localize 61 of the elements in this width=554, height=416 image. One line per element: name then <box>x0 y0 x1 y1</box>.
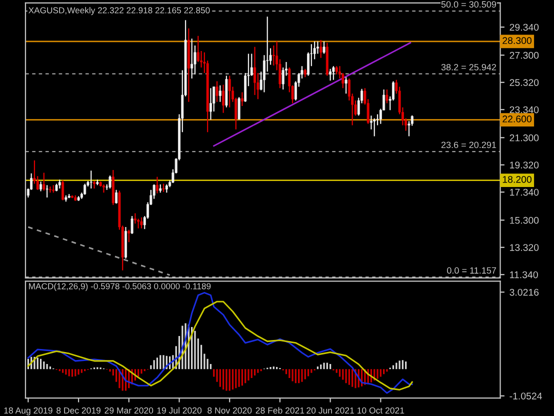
candlestick <box>329 68 332 82</box>
ref-line-label: 50.0 = 30.509 <box>441 1 496 8</box>
y-tick-label: 19.320 <box>510 162 539 168</box>
candlestick <box>93 180 96 190</box>
y-tick-label: 15.300 <box>510 216 539 224</box>
candlestick <box>128 229 130 243</box>
y-tick-label: 21.300 <box>510 134 539 142</box>
ref-line-label: 28.300 <box>502 37 532 44</box>
candlestick <box>216 80 218 102</box>
x-tick-label: 10 Oct 2021 <box>358 407 404 414</box>
y-tick-label: 29.340 <box>510 24 539 31</box>
ref-line-label: 22.600 <box>502 116 532 122</box>
candlestick <box>90 170 92 190</box>
candlestick <box>190 38 194 80</box>
candlestick <box>108 174 112 190</box>
candlestick <box>240 92 244 107</box>
x-tick-label: 28 Feb 2021 <box>256 407 304 414</box>
candlestick <box>130 215 134 234</box>
candlestick <box>140 216 143 229</box>
candlestick <box>209 88 212 120</box>
y-tick-label: 23.340 <box>510 106 539 114</box>
ref-line-label: 18.200 <box>502 176 532 183</box>
x-tick-label: 18 Aug 2019 <box>4 407 52 416</box>
candlestick <box>238 96 240 120</box>
y-tick-label: 27.300 <box>510 52 539 59</box>
candlestick <box>322 40 326 54</box>
x-tick-label: 20 Jun 2021 <box>306 407 354 414</box>
candlestick <box>40 181 42 192</box>
candlestick <box>320 39 322 58</box>
ref-line-label: 38.2 = 25.942 <box>441 64 496 70</box>
x-tick-label: 29 Mar 2020 <box>104 407 154 414</box>
candlestick <box>62 180 64 201</box>
candlestick <box>386 88 388 104</box>
candlestick <box>48 186 52 194</box>
ref-line-label: 23.6 = 20.291 <box>441 142 496 148</box>
candlestick <box>272 44 275 66</box>
y-tick-label: 3.0216 <box>510 288 539 296</box>
candlestick <box>102 184 105 194</box>
ref-line-label: 0.0 = 11.157 <box>447 267 496 274</box>
candlestick <box>46 184 48 198</box>
candlestick <box>254 46 256 96</box>
candlestick <box>373 118 376 137</box>
candlestick <box>222 84 225 114</box>
x-tick-label: 8 Nov 2020 <box>208 407 252 414</box>
candlestick <box>134 212 136 224</box>
y-tick-label: 25.320 <box>510 79 539 86</box>
y-tick-label: 13.320 <box>510 244 539 251</box>
candlestick <box>218 84 222 102</box>
chart-title: MACD(12,26,9) -0.5978 -0.5063 0.0000 -0.1189 <box>29 282 211 291</box>
candlestick <box>115 189 118 204</box>
chart-title: XAGUSD,Weekly 22.322 22.918 22.165 22.850 <box>28 7 210 16</box>
candlestick <box>42 172 46 192</box>
candlestick <box>332 66 335 80</box>
candlestick <box>228 75 231 108</box>
candlestick <box>344 76 348 94</box>
x-tick-label: 19 Jul 2020 <box>157 407 202 414</box>
y-tick-label: -1.0524 <box>510 392 542 400</box>
y-tick-label: 17.340 <box>510 188 539 196</box>
x-tick-label: 8 Dec 2019 <box>56 407 100 414</box>
y-tick-label: 11.340 <box>510 271 538 278</box>
candlestick <box>156 176 158 194</box>
